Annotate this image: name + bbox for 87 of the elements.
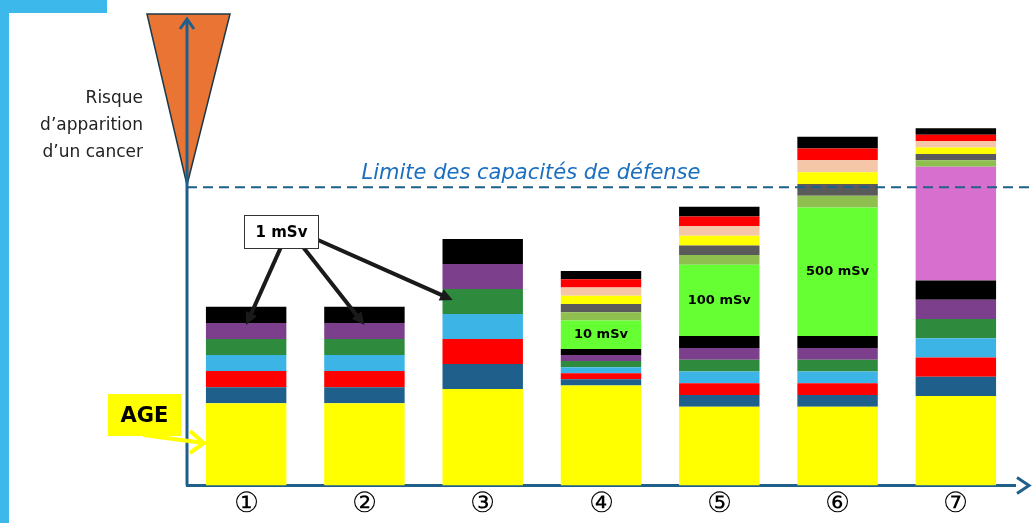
- bar: [205, 322, 287, 339]
- bar: [797, 406, 878, 486]
- y-axis-title: Risque d’apparition d’un cancer: [39, 86, 143, 163]
- bar: [205, 371, 287, 388]
- bar: [679, 235, 760, 246]
- text: AGE: [108, 394, 181, 436]
- bar: [915, 128, 997, 135]
- bar: [915, 160, 997, 167]
- bar: [797, 195, 878, 208]
- bar: [679, 206, 760, 217]
- bar: [560, 348, 642, 356]
- bar: [915, 318, 997, 339]
- x-tick-label: ①: [233, 486, 259, 518]
- bar: [915, 134, 997, 142]
- bar: [679, 226, 760, 236]
- bar: [797, 359, 878, 372]
- bar: [205, 338, 287, 356]
- bar: [915, 141, 997, 148]
- bar: [205, 403, 287, 486]
- bar: [324, 338, 405, 356]
- bar: [560, 379, 642, 386]
- bar: [797, 336, 878, 348]
- bar: [679, 371, 760, 384]
- bar: [679, 347, 760, 360]
- bar: [560, 373, 642, 380]
- bar: [915, 166, 997, 281]
- bar: [797, 207, 878, 337]
- bar: [205, 355, 287, 372]
- x-tick-label: ②: [351, 486, 377, 518]
- bar: [560, 295, 642, 304]
- bar: [797, 172, 878, 184]
- bar: [679, 264, 760, 337]
- bar: [560, 271, 642, 280]
- bar: [679, 245, 760, 256]
- bar: [560, 361, 642, 368]
- bar: [679, 216, 760, 227]
- bar: [205, 306, 287, 323]
- bar: [915, 280, 997, 300]
- bar: [679, 383, 760, 396]
- bar: [442, 313, 523, 339]
- bar: [797, 395, 878, 407]
- bar: [915, 357, 997, 377]
- bar: [560, 287, 642, 296]
- bar: [797, 148, 878, 161]
- bar: [560, 355, 642, 362]
- annotation: 10 mSv: [574, 326, 629, 342]
- annotation: 100 mSv: [687, 291, 752, 307]
- bar: [679, 336, 760, 348]
- bar: [560, 279, 642, 288]
- bar: [560, 385, 642, 486]
- x-tick-label: ⑤: [706, 486, 732, 518]
- bar: [915, 147, 997, 154]
- bar: [324, 403, 405, 486]
- bar: [915, 338, 997, 358]
- bar: [442, 388, 523, 486]
- bar: [324, 306, 405, 323]
- bar: [324, 371, 405, 388]
- ref-line-label: Limite des capacités de défense: [361, 160, 701, 185]
- x-tick-label: ④: [588, 486, 614, 518]
- bar: [442, 288, 523, 314]
- bar: [560, 303, 642, 313]
- bar: [915, 396, 997, 486]
- annotation: 500 mSv: [806, 263, 870, 279]
- bar: [324, 355, 405, 372]
- bar: [560, 367, 642, 374]
- bar: [679, 359, 760, 372]
- bar: [797, 347, 878, 360]
- bar: [560, 312, 642, 321]
- bar: [679, 255, 760, 265]
- bar: [915, 376, 997, 397]
- bar: [324, 322, 405, 339]
- bar: [797, 136, 878, 149]
- bar: [205, 387, 287, 404]
- bar: [679, 395, 760, 407]
- bar: [797, 383, 878, 396]
- bar: [797, 371, 878, 384]
- bar: [679, 406, 760, 486]
- annotation: 1 mSv: [244, 215, 319, 249]
- bar: [442, 363, 523, 389]
- bar: [915, 153, 997, 161]
- x-tick-label: ⑦: [943, 486, 969, 518]
- bar: [797, 160, 878, 173]
- x-tick-label: ③: [470, 486, 496, 518]
- bar: [442, 338, 523, 364]
- bar: [324, 387, 405, 404]
- x-tick-label: ⑥: [825, 486, 851, 518]
- bar: [915, 299, 997, 319]
